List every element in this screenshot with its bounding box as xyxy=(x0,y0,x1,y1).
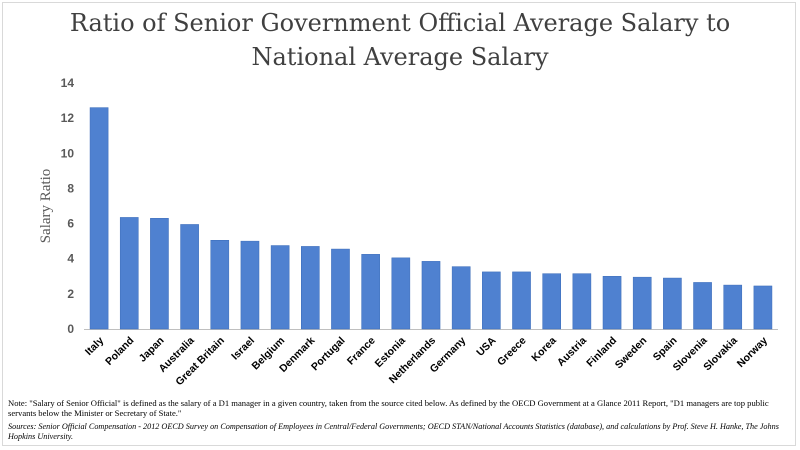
x-tick-label: Poland xyxy=(103,335,136,368)
chart-title-line-2: National Average Salary xyxy=(251,43,549,71)
bar-greece xyxy=(512,271,531,330)
bar-slovenia xyxy=(693,282,712,330)
y-tick-label: 10 xyxy=(61,146,75,160)
y-tick-label: 0 xyxy=(67,322,74,336)
bar-denmark xyxy=(301,246,320,330)
bar-france xyxy=(361,254,380,330)
y-tick-label: 8 xyxy=(67,181,74,195)
bar-netherlands xyxy=(421,261,441,330)
bar-korea xyxy=(542,273,561,330)
bar-germany xyxy=(451,266,471,330)
x-tick-label: Austria xyxy=(555,335,589,369)
bar-slovakia xyxy=(723,284,743,330)
chart-note: Note: "Salary of Senior Official" is def… xyxy=(8,398,769,418)
chart-sources: Sources: Senior Official Compensation - … xyxy=(8,422,779,441)
bar-usa xyxy=(482,271,501,330)
bar-norway xyxy=(753,285,773,330)
x-tick-label: Italy xyxy=(83,335,106,358)
bar-japan xyxy=(150,218,169,330)
x-tick-label: USA xyxy=(474,334,498,358)
chart-frame xyxy=(2,2,796,446)
bar-great-britain xyxy=(210,240,230,330)
bar-belgium xyxy=(270,245,290,330)
bar-finland xyxy=(602,276,622,330)
y-tick-label: 4 xyxy=(67,252,74,266)
y-tick-label: 2 xyxy=(67,287,74,301)
bar-australia xyxy=(180,224,199,330)
y-axis-label: Salary Ratio xyxy=(38,169,54,244)
chart-title: Ratio of Senior Government Official Aver… xyxy=(0,6,800,74)
bar-austria xyxy=(572,273,592,330)
bar-italy xyxy=(89,107,109,330)
x-tick-label: Slovakia xyxy=(701,335,740,374)
bar-spain xyxy=(663,277,682,330)
bar-poland xyxy=(119,217,139,330)
x-tick-label: Greece xyxy=(495,335,529,369)
bar-israel xyxy=(240,240,260,330)
x-tick-label: Norway xyxy=(735,335,770,370)
y-tick-label: 6 xyxy=(67,217,74,231)
x-tick-label: Sweden xyxy=(613,335,650,372)
y-tick-label: 12 xyxy=(61,111,75,125)
bar-estonia xyxy=(391,257,411,330)
x-tick-label: Spain xyxy=(651,335,680,364)
bar-portugal xyxy=(331,248,350,330)
x-tick-label: Israel xyxy=(229,335,257,363)
x-tick-label: Portugal xyxy=(309,335,348,374)
chart-title-line-1: Ratio of Senior Government Official Aver… xyxy=(69,9,731,37)
y-tick-label: 14 xyxy=(61,76,75,90)
bar-sweden xyxy=(632,276,652,330)
